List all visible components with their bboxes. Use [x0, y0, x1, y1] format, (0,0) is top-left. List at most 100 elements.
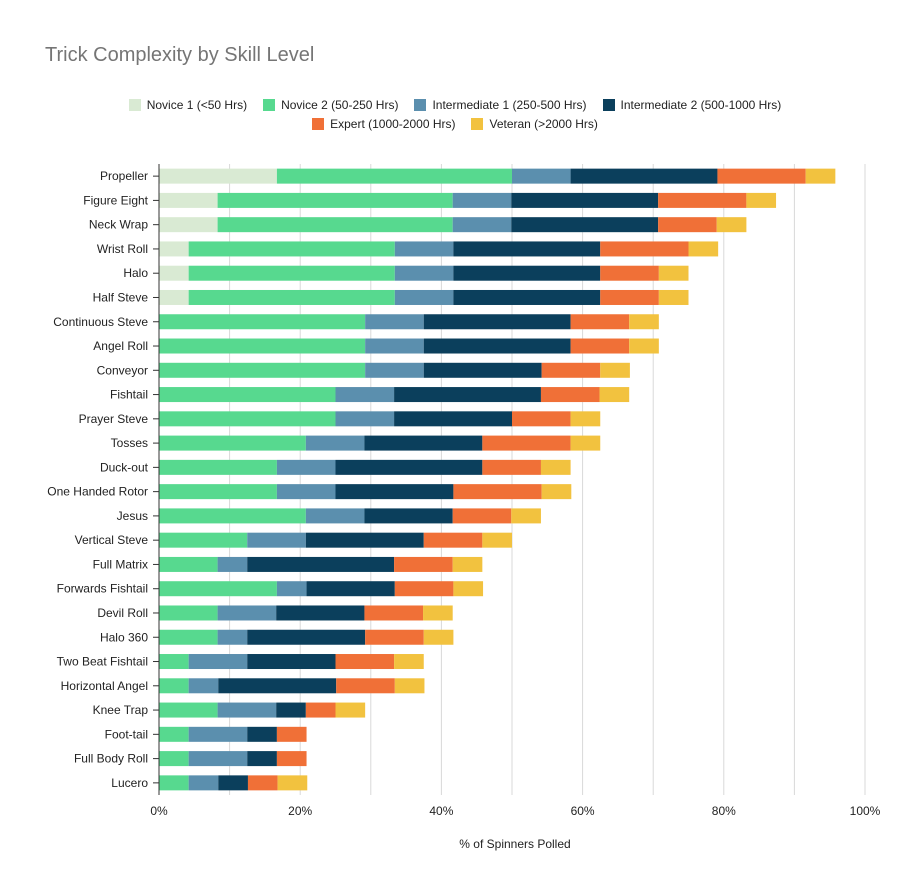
legend-item-intermediate-1[interactable]: Intermediate 1 (250-500 Hrs): [414, 98, 587, 112]
bar-segment: [305, 532, 424, 548]
category-label: Two Beat Fishtail: [57, 655, 148, 669]
bar-segment: [453, 265, 601, 281]
bar-segment: [658, 289, 689, 305]
bar-segment: [512, 168, 571, 184]
bar-segment: [512, 411, 571, 427]
category-label: Jesus: [117, 509, 148, 523]
bar-segment: [159, 411, 336, 427]
legend-item-veteran[interactable]: Veteran (>2000 Hrs): [471, 117, 598, 131]
bar-segment: [717, 168, 806, 184]
bar-segment: [335, 702, 366, 718]
category-label: One Handed Rotor: [47, 485, 148, 499]
bar-segment: [218, 678, 337, 694]
bar-segment: [159, 508, 306, 524]
bar-segment: [159, 435, 306, 451]
bar-segment: [188, 726, 248, 742]
bar-segment: [746, 192, 777, 208]
bar-segment: [305, 435, 365, 451]
bar-segment: [658, 192, 747, 208]
x-tick-label: 20%: [288, 804, 312, 818]
category-label: Halo 360: [100, 630, 148, 644]
category-label: Half Steve: [93, 290, 149, 304]
legend-label: Novice 2 (50-250 Hrs): [281, 98, 399, 112]
category-label: Lucero: [111, 776, 148, 790]
category-label: Devil Roll: [97, 606, 148, 620]
bar-segment: [570, 168, 718, 184]
legend-item-novice-2[interactable]: Novice 2 (50-250 Hrs): [263, 98, 398, 112]
bar-segment: [394, 387, 541, 403]
bar-segment: [394, 241, 454, 257]
bar-segment: [540, 459, 571, 475]
bar-segment: [305, 508, 365, 524]
bar-segment: [159, 654, 189, 670]
bar-segment: [159, 605, 218, 621]
bar-segment: [600, 289, 659, 305]
bar-segment: [688, 241, 719, 257]
bar-segment: [159, 314, 366, 330]
bar-segment: [394, 265, 454, 281]
bar-segment: [217, 629, 248, 645]
bar-segment: [159, 751, 189, 767]
bar-segment: [482, 532, 512, 548]
bar-segment: [159, 702, 218, 718]
chart-title: Trick Complexity by Skill Level: [45, 44, 315, 66]
bar-segment: [423, 629, 454, 645]
bar-segment: [335, 459, 483, 475]
bar-segment: [159, 338, 366, 354]
bar-segment: [247, 726, 277, 742]
legend-row: Expert (1000-2000 Hrs) Veteran (>2000 Hr…: [0, 117, 910, 131]
bar-segment: [511, 217, 659, 233]
bar-segment: [716, 217, 747, 233]
x-axis-title: % of Spinners Polled: [459, 837, 571, 851]
bar-segment: [452, 217, 512, 233]
bar-segment: [423, 314, 571, 330]
bar-segment: [600, 241, 689, 257]
legend-item-expert[interactable]: Expert (1000-2000 Hrs): [312, 117, 455, 131]
bar-segment: [365, 629, 424, 645]
bar-segment: [541, 484, 572, 500]
bar-segment: [394, 411, 512, 427]
bar-segment: [336, 678, 395, 694]
bar-segment: [276, 168, 512, 184]
bar-segment: [217, 556, 248, 572]
bar-segment: [452, 192, 512, 208]
category-label: Foot-tail: [105, 727, 148, 741]
bar-segment: [188, 241, 395, 257]
category-label: Propeller: [100, 169, 148, 183]
bar-segment: [335, 654, 395, 670]
bar-segment: [188, 289, 395, 305]
bar-segment: [276, 459, 336, 475]
x-tick-label: 40%: [429, 804, 453, 818]
bar-segment: [365, 314, 424, 330]
bar-segment: [159, 387, 336, 403]
bar-segment: [394, 556, 453, 572]
category-label: Forwards Fishtail: [57, 582, 148, 596]
bar-segment: [159, 775, 189, 791]
bar-segment: [335, 411, 395, 427]
bar-segment: [629, 314, 659, 330]
bar-segment: [511, 192, 659, 208]
bar-segment: [394, 289, 454, 305]
bar-segment: [159, 241, 189, 257]
bar-segment: [805, 168, 836, 184]
bar-segment: [482, 435, 571, 451]
category-label: Wrist Roll: [97, 242, 148, 256]
legend-item-novice-1[interactable]: Novice 1 (<50 Hrs): [128, 98, 247, 112]
bar-segment: [159, 265, 189, 281]
bar-segment: [217, 192, 453, 208]
bar-segment: [276, 484, 336, 500]
bar-segment: [599, 387, 630, 403]
bar-segment: [423, 605, 453, 621]
bar-segment: [423, 338, 571, 354]
bar-segment: [159, 168, 277, 184]
legend-row: Novice 1 (<50 Hrs) Novice 2 (50-250 Hrs)…: [0, 98, 910, 112]
x-tick-label: 100%: [850, 804, 881, 818]
bar-segment: [217, 702, 277, 718]
bar-segment: [541, 362, 601, 378]
legend-item-intermediate-2[interactable]: Intermediate 2 (500-1000 Hrs): [602, 98, 781, 112]
category-label: Knee Trap: [93, 703, 149, 717]
bar-segment: [247, 532, 306, 548]
bar-segment: [306, 581, 395, 597]
bar-segment: [276, 605, 365, 621]
